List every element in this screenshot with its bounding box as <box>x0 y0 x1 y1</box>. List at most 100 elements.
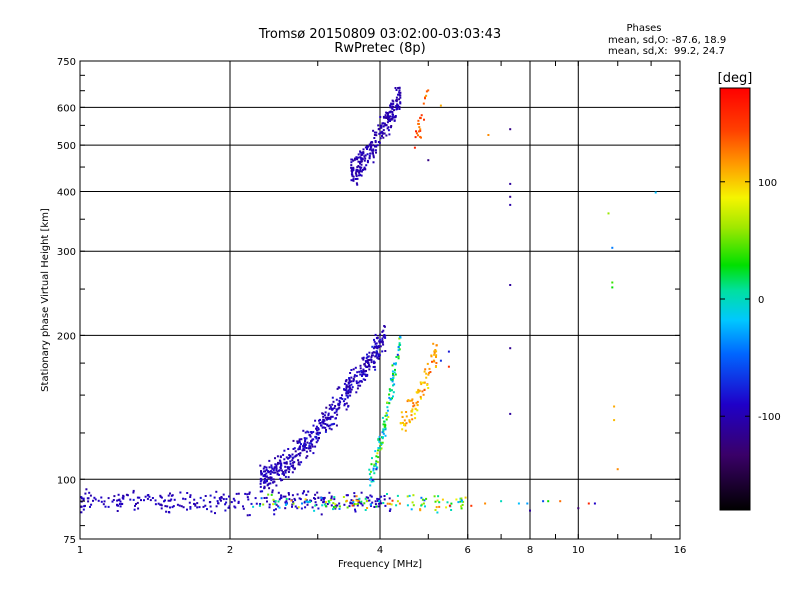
data-point <box>147 494 150 496</box>
data-point <box>325 501 327 504</box>
data-point <box>352 368 355 371</box>
data-point <box>314 435 317 438</box>
data-point <box>84 504 86 507</box>
data-point <box>237 500 240 503</box>
x-tick-label: 16 <box>674 545 687 556</box>
data-point <box>427 159 430 162</box>
data-point <box>164 499 166 502</box>
data-point <box>329 406 332 409</box>
data-point <box>368 363 370 366</box>
data-point <box>305 456 308 459</box>
data-point <box>434 366 437 368</box>
data-point <box>433 495 436 498</box>
data-point <box>315 425 318 428</box>
data-point <box>370 149 373 152</box>
data-point <box>291 505 293 508</box>
data-point <box>259 480 262 483</box>
data-point <box>370 144 372 147</box>
data-point <box>384 504 387 507</box>
data-point <box>313 509 316 512</box>
data-point <box>388 111 391 114</box>
data-point <box>300 443 302 446</box>
data-point <box>383 122 386 125</box>
data-point <box>277 469 280 472</box>
data-point <box>380 502 383 505</box>
data-point <box>372 467 375 470</box>
data-point <box>372 161 375 164</box>
data-point <box>376 452 379 455</box>
data-point <box>272 498 275 501</box>
data-point <box>388 402 391 405</box>
data-point <box>388 497 391 500</box>
data-point <box>377 437 380 440</box>
data-point <box>297 461 300 464</box>
data-point <box>425 372 428 375</box>
data-point <box>270 466 273 469</box>
data-point <box>433 360 436 363</box>
data-point <box>395 504 398 507</box>
data-point <box>350 376 353 379</box>
data-point <box>314 504 317 507</box>
data-point <box>359 384 362 387</box>
data-point <box>461 500 463 503</box>
data-point <box>526 502 529 505</box>
data-point <box>337 386 340 389</box>
data-point <box>333 407 336 410</box>
data-point <box>372 156 375 159</box>
data-point <box>322 418 325 421</box>
data-point <box>103 500 106 503</box>
data-point <box>149 499 152 502</box>
data-point <box>159 494 162 497</box>
data-point <box>248 491 251 494</box>
data-point <box>419 381 422 384</box>
data-point <box>379 345 382 348</box>
data-point <box>210 510 213 513</box>
data-point <box>390 125 393 127</box>
data-point <box>315 432 318 435</box>
data-point <box>215 490 218 493</box>
data-point <box>365 360 368 363</box>
data-point <box>354 157 356 160</box>
data-point <box>333 422 336 425</box>
data-point <box>593 502 596 505</box>
data-point <box>368 473 371 476</box>
data-point <box>369 484 372 487</box>
data-point <box>285 469 288 472</box>
data-point <box>372 144 375 147</box>
data-point <box>270 464 273 467</box>
data-point <box>261 490 264 493</box>
data-point <box>268 487 271 490</box>
data-point <box>304 438 307 441</box>
data-point <box>259 490 262 493</box>
data-point <box>132 491 135 494</box>
data-point <box>118 503 121 505</box>
data-point <box>321 426 324 429</box>
data-point <box>385 412 388 415</box>
data-point <box>291 459 294 462</box>
data-point <box>382 122 385 125</box>
data-point <box>360 154 363 156</box>
data-point <box>216 500 219 503</box>
data-point <box>420 504 423 507</box>
data-point <box>352 179 355 182</box>
data-point <box>166 505 169 508</box>
data-point <box>366 356 369 358</box>
data-point <box>325 429 327 431</box>
data-point <box>293 461 296 464</box>
data-point <box>350 161 353 164</box>
data-point <box>380 447 383 450</box>
data-point <box>352 377 355 380</box>
data-point <box>331 408 334 411</box>
data-point <box>370 354 373 357</box>
data-point <box>379 137 382 140</box>
data-point <box>391 107 394 110</box>
data-point <box>416 409 419 412</box>
data-point <box>376 461 379 464</box>
data-point <box>417 130 420 133</box>
data-point <box>429 371 432 373</box>
data-point <box>379 448 382 451</box>
data-point <box>392 391 395 394</box>
data-point <box>351 168 354 171</box>
data-point <box>88 491 91 494</box>
data-point <box>391 364 394 367</box>
